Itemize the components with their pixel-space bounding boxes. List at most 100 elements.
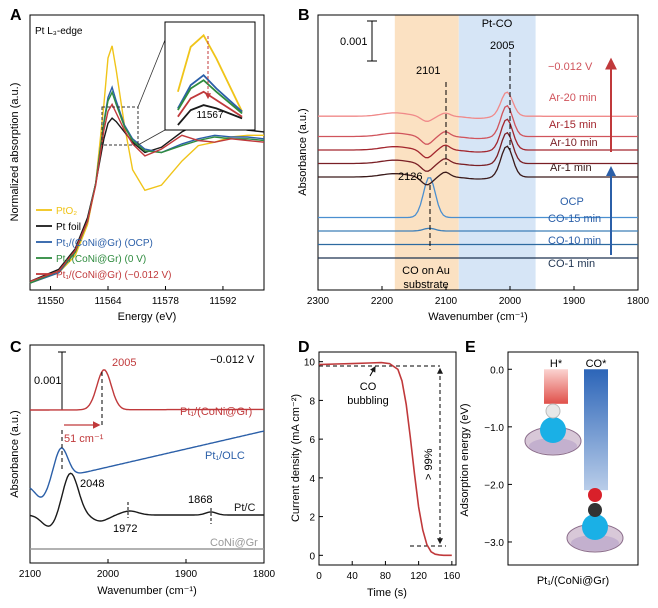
potential-label-c: −0.012 V <box>210 354 255 366</box>
legend-label-a: PtO₂ <box>56 206 77 217</box>
xtick-label-d: 0 <box>316 571 322 582</box>
xlabel-d: Time (s) <box>367 587 407 599</box>
series-line-b <box>318 104 638 145</box>
series-b <box>318 91 638 259</box>
scale-label-c: 0.001 <box>34 375 62 387</box>
annotation-bubbling: bubbling <box>347 395 389 407</box>
curve-labels-c: Pt₁/(CoNi@Gr) Pt₁/OLC Pt/C CoNi@Gr <box>180 406 258 549</box>
panel-b: B Absorbance (a.u.) Wavenumber (cm⁻¹) 23… <box>297 7 650 323</box>
ytick-label-d: 10 <box>304 358 316 369</box>
peak-c-1868: 1868 <box>188 494 212 506</box>
annotation-co: CO <box>360 381 377 393</box>
panel-d: D Current density (mA cm⁻²) Time (s) 0 40… <box>290 339 461 599</box>
series-line-c <box>29 430 265 498</box>
ytick-label-e: −2.0 <box>484 480 504 491</box>
arrow-co-head <box>606 166 616 176</box>
xtick-label-c: 2100 <box>19 569 42 580</box>
curve-label-b: CO-15 min <box>548 213 601 225</box>
bar-co <box>584 369 608 491</box>
ytick-label-d: 6 <box>309 435 315 446</box>
ytick-label-d: 0 <box>309 551 315 562</box>
xtick-label-a: 11578 <box>152 296 180 307</box>
series-line-b <box>318 177 638 219</box>
co-surface-shade <box>571 535 619 551</box>
scale-bar-c: 0.001 <box>34 351 66 411</box>
plot-frame-a <box>29 14 265 291</box>
series-line-b <box>318 91 638 122</box>
plot-frame-e <box>507 351 639 566</box>
bands-b <box>394 15 536 290</box>
co-au-label-1: CO on Au <box>402 265 450 277</box>
bar-label-h: H* <box>550 358 563 370</box>
xtick-label-a: 11592 <box>209 296 237 307</box>
xtick-label-a: 11550 <box>37 296 65 307</box>
ytick-label-e: −1.0 <box>484 423 504 434</box>
series-line-c <box>30 369 264 411</box>
curve-label-c: CoNi@Gr <box>210 537 258 549</box>
peak-c-2005: 2005 <box>112 357 136 369</box>
band-rect <box>394 15 459 290</box>
curve-labels-b: −0.012 V Ar-20 min Ar-15 min Ar-10 min Ar-1 … <box>548 61 601 270</box>
co-pt-atom <box>582 514 608 540</box>
xtick-label-c: 2000 <box>97 569 120 580</box>
series-line-a <box>29 102 265 283</box>
bar-label-co: CO* <box>586 358 608 370</box>
xtick-label-d: 40 <box>347 571 359 582</box>
curve-label-b: CO-10 min <box>548 235 601 247</box>
inset-a: 11567 <box>164 21 256 131</box>
ptco-label: Pt-CO <box>482 18 513 30</box>
bars-e <box>544 369 608 491</box>
legend-label-a: Pt₁/(CoNi@Gr) (0 V) <box>56 254 146 265</box>
inset-line <box>177 33 243 113</box>
series-d <box>318 361 452 557</box>
shift-label: 51 cm⁻¹ <box>64 433 104 445</box>
zoom-box <box>101 106 139 146</box>
zoom-connector-bottom <box>137 129 166 146</box>
zoom-connector-top <box>137 39 166 108</box>
panel-letter-c: C <box>10 339 22 356</box>
legend-label-a: Pt₁/(CoNi@Gr) (OCP) <box>56 238 153 249</box>
series-a <box>29 45 265 284</box>
series-line-b <box>318 118 638 159</box>
yticks-e: 0.0 −1.0 −2.0 −3.0 <box>484 365 512 549</box>
panel-letter-a: A <box>10 7 22 24</box>
peak-c-1972: 1972 <box>113 523 137 535</box>
o-atom <box>588 488 602 502</box>
curve-label-b: Ar-20 min <box>549 92 597 104</box>
ylabel-a: Normalized absorption (a.u.) <box>9 83 21 222</box>
ytick-label-e: −3.0 <box>484 538 504 549</box>
co-au-label-2: substrate <box>403 279 448 291</box>
panel-letter-b: B <box>298 7 310 24</box>
edge-label: Pt L₃-edge <box>35 26 83 37</box>
series-line-b <box>318 227 638 232</box>
xlabel-e: Pt₁/(CoNi@Gr) <box>537 575 609 587</box>
xtick-label-d: 80 <box>380 571 392 582</box>
panel-letter-e: E <box>465 339 476 356</box>
xtick-label-b: 2000 <box>499 296 522 307</box>
series-c <box>29 369 265 550</box>
peak-label-2101: 2101 <box>416 65 440 77</box>
inset-line <box>177 73 243 113</box>
plot-frame-d <box>318 351 457 566</box>
xtick-label-b: 2200 <box>371 296 394 307</box>
ytick-label-d: 8 <box>309 396 315 407</box>
peak-label-2126: 2126 <box>398 171 422 183</box>
inset-line <box>177 104 243 126</box>
bar-h <box>544 369 568 404</box>
legend-label-a: Pt₁/(CoNi@Gr) (−0.012 V) <box>56 270 172 281</box>
series-line-b <box>318 131 638 172</box>
ticks-d: 0 40 80 120 160 0 2 4 6 8 10 <box>304 358 461 582</box>
series-line-c <box>29 472 264 527</box>
xtick-label-d: 120 <box>410 571 427 582</box>
curve-label-b: Ar-15 min <box>549 119 597 131</box>
curve-label-c: Pt₁/OLC <box>205 450 245 462</box>
xticks-c: 2100 2000 1900 1800 <box>19 559 276 580</box>
xlabel-a: Energy (eV) <box>118 311 177 323</box>
percent-label: > 99% <box>423 448 435 480</box>
ytick-label-d: 2 <box>309 513 315 524</box>
plot-frame-b <box>317 14 639 291</box>
curve-label-b: Ar-10 min <box>550 137 598 149</box>
curve-label-c: Pt₁/(CoNi@Gr) <box>180 406 252 418</box>
c-atom <box>588 503 602 517</box>
